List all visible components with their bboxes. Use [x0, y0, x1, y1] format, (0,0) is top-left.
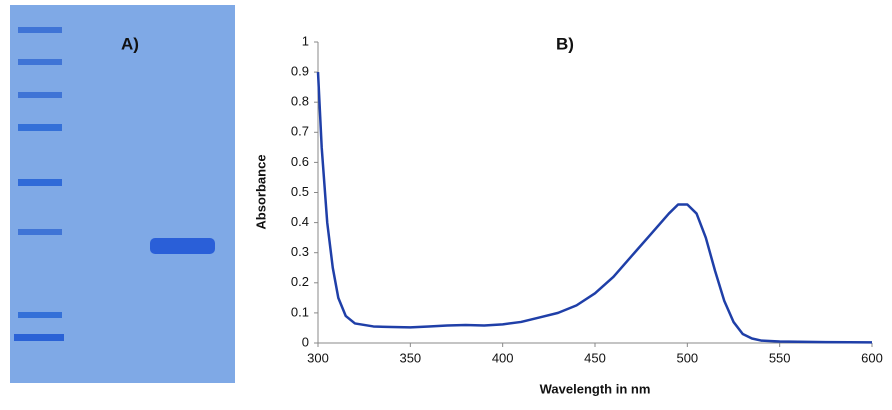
- y-axis-title: Absorbance: [253, 154, 268, 229]
- gel-background: [10, 5, 235, 383]
- y-tick-label: 1: [302, 33, 309, 48]
- y-tick-label: 0.5: [291, 184, 309, 199]
- x-tick-label: 300: [307, 350, 329, 365]
- chart-title: B): [556, 34, 574, 53]
- ladder-band: [18, 229, 62, 235]
- gel-image: A): [10, 5, 235, 383]
- x-tick-label: 350: [399, 350, 421, 365]
- x-tick-label: 600: [861, 350, 883, 365]
- x-axis-title: Wavelength in nm: [540, 381, 651, 396]
- spectrum-line: [316, 72, 873, 344]
- ladder-band: [18, 124, 62, 131]
- ladder-band: [14, 334, 64, 341]
- y-tick-label: 0.7: [291, 124, 309, 139]
- ladder-band: [18, 59, 62, 65]
- y-tick-label: 0.9: [291, 64, 309, 79]
- y-tick-label: 0.6: [291, 154, 309, 169]
- y-tick-label: 0.8: [291, 94, 309, 109]
- x-tick-label: 550: [769, 350, 791, 365]
- ladder-band: [18, 27, 62, 33]
- ladder-band: [18, 179, 62, 186]
- panel-label: A): [121, 34, 139, 53]
- x-tick-label: 450: [584, 350, 606, 365]
- y-tick-label: 0.1: [291, 304, 309, 319]
- ladder-band: [18, 312, 62, 318]
- x-tick-label: 400: [492, 350, 514, 365]
- y-tick-label: 0: [302, 334, 309, 349]
- y-tick-label: 0.2: [291, 274, 309, 289]
- ladder-band: [18, 92, 62, 98]
- x-tick-label: 500: [676, 350, 698, 365]
- y-tick-label: 0.3: [291, 244, 309, 259]
- sample-band: [150, 238, 215, 254]
- y-tick-label: 0.4: [291, 214, 309, 229]
